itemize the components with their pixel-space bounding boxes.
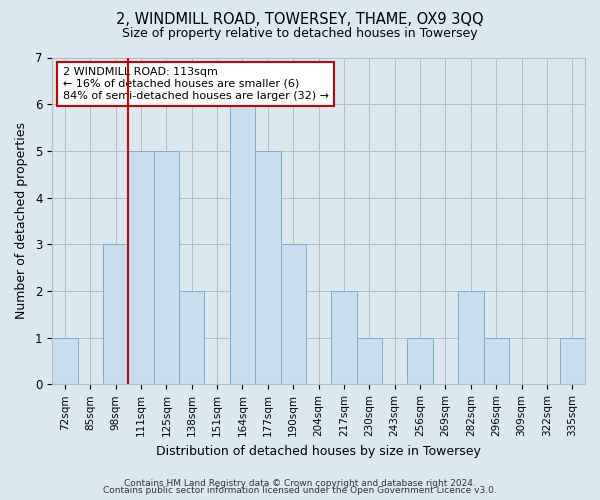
Bar	[255, 151, 281, 384]
Bar	[154, 151, 179, 384]
Bar	[356, 338, 382, 384]
Bar	[103, 244, 128, 384]
Text: 2 WINDMILL ROAD: 113sqm
← 16% of detached houses are smaller (6)
84% of semi-det: 2 WINDMILL ROAD: 113sqm ← 16% of detache…	[63, 68, 329, 100]
Bar	[484, 338, 509, 384]
Bar	[52, 338, 77, 384]
Text: Contains HM Land Registry data © Crown copyright and database right 2024.: Contains HM Land Registry data © Crown c…	[124, 478, 476, 488]
Bar	[128, 151, 154, 384]
Bar	[407, 338, 433, 384]
Text: Contains public sector information licensed under the Open Government Licence v3: Contains public sector information licen…	[103, 486, 497, 495]
Text: Size of property relative to detached houses in Towersey: Size of property relative to detached ho…	[122, 28, 478, 40]
Text: 2, WINDMILL ROAD, TOWERSEY, THAME, OX9 3QQ: 2, WINDMILL ROAD, TOWERSEY, THAME, OX9 3…	[116, 12, 484, 28]
Bar	[179, 291, 205, 384]
X-axis label: Distribution of detached houses by size in Towersey: Distribution of detached houses by size …	[156, 444, 481, 458]
Bar	[230, 104, 255, 384]
Bar	[281, 244, 306, 384]
Y-axis label: Number of detached properties: Number of detached properties	[15, 122, 28, 320]
Bar	[560, 338, 585, 384]
Bar	[458, 291, 484, 384]
Bar	[331, 291, 356, 384]
